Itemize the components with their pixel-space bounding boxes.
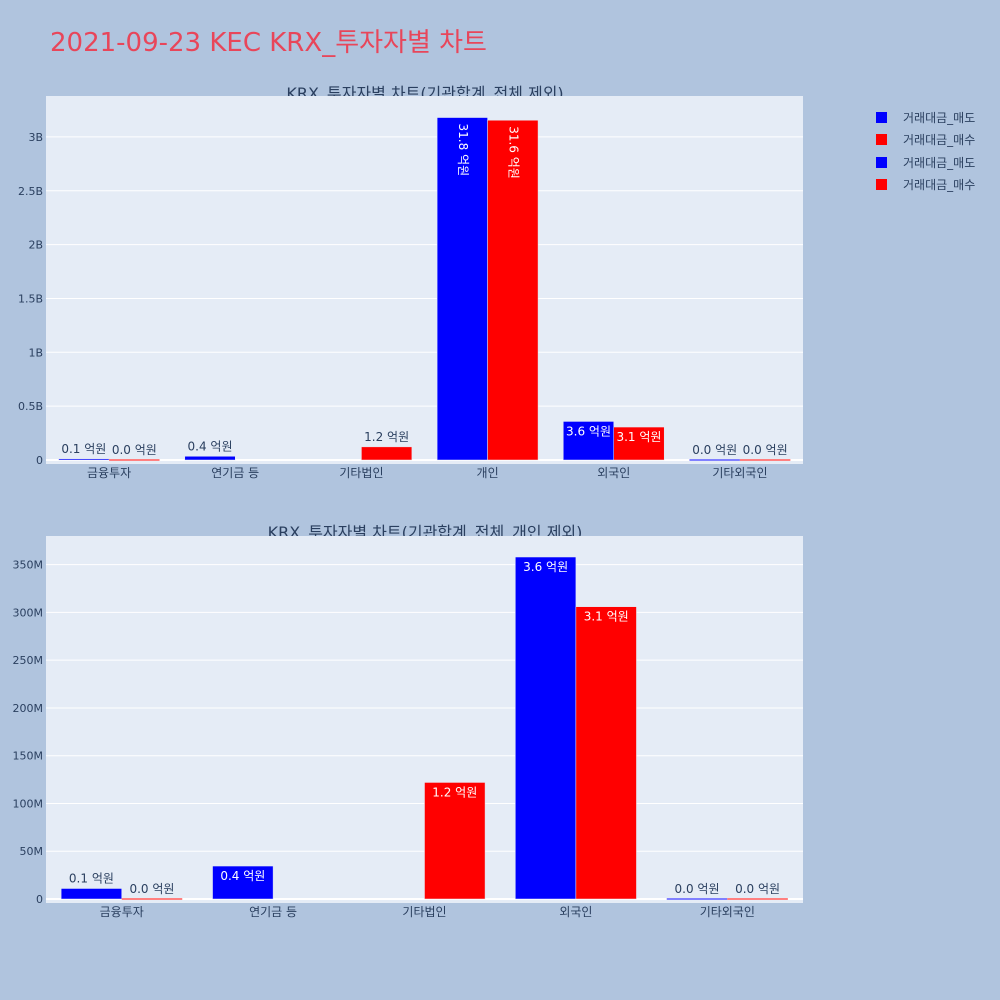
legend-swatch [876, 111, 887, 123]
data-label: 0.0 억원 [743, 443, 788, 457]
legend-item[interactable]: 거래대금_매도 [876, 151, 975, 174]
data-label: 3.1 억원 [584, 610, 629, 624]
bar [613, 426, 665, 461]
plot-area [46, 96, 803, 464]
y-tick-label: 50M [20, 845, 44, 858]
y-tick-label: 3B [28, 131, 43, 144]
legend-item[interactable]: 거래대금_매수 [876, 129, 975, 152]
data-label: 1.2 억원 [432, 785, 477, 799]
x-tick-label: 외국인 [597, 466, 630, 480]
legend-label: 거래대금_매수 [903, 133, 976, 148]
legend: 거래대금_매도 거래대금_매수 거래대금_매도 거래대금_매수 [876, 106, 975, 196]
data-label: 0.0 억원 [735, 882, 780, 896]
main-title: 2021-09-23 KEC KRX_투자자별 차트 [50, 28, 487, 58]
x-tick-label: 연기금 등 [249, 905, 297, 919]
x-tick-label: 연기금 등 [211, 466, 259, 480]
y-tick-label: 100M [13, 797, 44, 810]
data-label: 3.6 억원 [523, 560, 568, 574]
bar [563, 421, 614, 461]
bar [424, 782, 486, 900]
legend-item[interactable]: 거래대금_매도 [876, 106, 975, 129]
x-tick-label: 기타외국인 [712, 466, 767, 480]
bar [436, 117, 488, 461]
y-tick-label: 200M [13, 702, 44, 715]
data-label: 3.1 억원 [616, 430, 661, 444]
data-label: 0.0 억원 [112, 443, 157, 457]
legend-label: 거래대금_매도 [903, 110, 976, 125]
bar [361, 446, 413, 461]
legend-label: 거래대금_매도 [903, 155, 976, 170]
y-tick-label: 2.5B [18, 185, 43, 198]
data-label: 3.6 억원 [566, 424, 611, 438]
bar [515, 556, 577, 900]
data-label: 0.0 억원 [129, 882, 174, 896]
y-tick-label: 1B [28, 346, 43, 359]
legend-swatch [876, 156, 887, 168]
data-label: 31.8 억원 [456, 124, 470, 177]
y-tick-label: 350M [13, 559, 44, 572]
y-tick-label: 0 [36, 893, 43, 906]
y-tick-label: 0 [36, 454, 43, 467]
data-label: 1.2 억원 [364, 430, 409, 444]
bar [60, 888, 122, 900]
bar [184, 456, 236, 461]
y-tick-label: 2B [28, 239, 43, 252]
data-label: 31.6 억원 [506, 126, 520, 179]
x-tick-label: 금융투자 [100, 905, 144, 919]
data-label: 0.4 억원 [188, 439, 233, 453]
bar [575, 606, 637, 900]
bar [487, 119, 539, 461]
legend-label: 거래대금_매수 [903, 178, 976, 193]
y-tick-label: 300M [13, 606, 44, 619]
bar [58, 458, 110, 461]
x-tick-label: 기타외국인 [700, 905, 755, 919]
legend-item[interactable]: 거래대금_매수 [876, 174, 975, 197]
x-tick-label: 외국인 [559, 905, 592, 919]
data-label: 0.0 억원 [692, 443, 737, 457]
y-tick-label: 150M [13, 750, 44, 763]
bar [212, 865, 274, 900]
x-tick-label: 개인 [477, 466, 499, 480]
x-tick-label: 기타법인 [402, 905, 446, 919]
data-label: 0.1 억원 [69, 871, 114, 885]
y-tick-label: 0.5B [18, 400, 43, 413]
legend-swatch [876, 134, 887, 146]
x-tick-label: 기타법인 [339, 466, 383, 480]
y-tick-label: 250M [13, 654, 44, 667]
x-tick-label: 금융투자 [87, 466, 131, 480]
data-label: 0.1 억원 [61, 442, 106, 456]
data-label: 0.0 억원 [675, 882, 720, 896]
legend-swatch [876, 179, 887, 191]
data-label: 0.4 억원 [220, 869, 265, 883]
y-tick-label: 1.5B [18, 292, 43, 305]
